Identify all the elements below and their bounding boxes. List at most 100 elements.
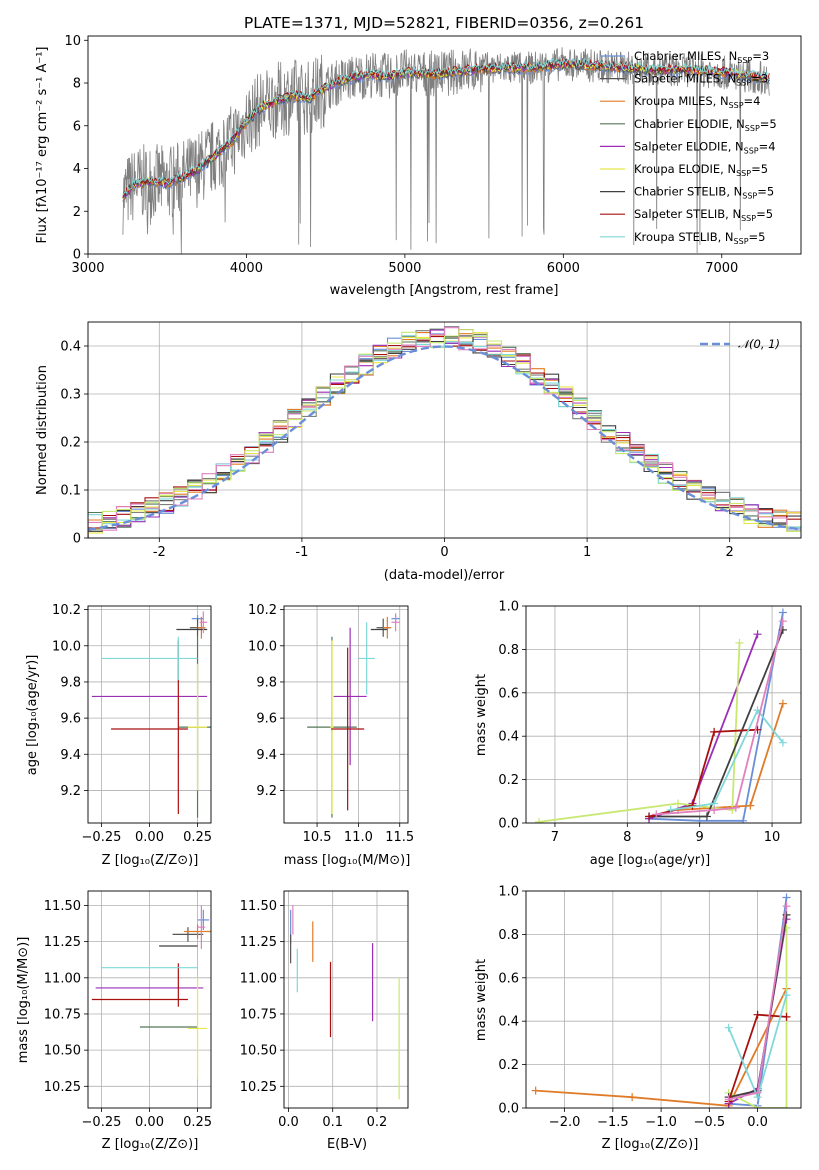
- mass-vs-z-ylabel: mass [log₁₀(M/M⊙)]: [16, 937, 31, 1064]
- y-tick-label: 10.50: [44, 1044, 81, 1059]
- axes-frame: [87, 321, 802, 539]
- legend-label: Chabrier MILES, NSSP=3: [634, 49, 769, 65]
- y-tick-label: 9.4: [60, 748, 81, 763]
- y-tick-label: 0.2: [498, 1058, 519, 1073]
- y-tick-label: 11.00: [44, 971, 81, 986]
- y-tick-label: 10.25: [44, 1080, 81, 1095]
- weight-point: [710, 805, 719, 814]
- weight-point: [731, 803, 740, 812]
- x-tick-label: −0.25: [82, 1115, 122, 1130]
- y-tick-label: 0: [73, 248, 81, 263]
- weight-vs-z-xlabel: Z [log₁₀(Z/Z⊙)]: [602, 1137, 699, 1152]
- weight-point: [778, 608, 787, 617]
- weight-point: [645, 812, 654, 821]
- y-tick-label: 6: [73, 119, 81, 134]
- panel-spectrum: PLATE=1371, MJD=52821, FIBERID=0356, z=0…: [35, 14, 802, 298]
- x-tick-label: 7: [551, 830, 559, 845]
- y-tick-label: 0: [73, 532, 81, 547]
- weight-series-line: [649, 629, 784, 818]
- y-tick-label: 10: [64, 34, 81, 49]
- legend-label: Kroupa ELODIE, NSSP=5: [634, 162, 768, 178]
- y-tick-label: 11.50: [240, 899, 277, 914]
- panel-weight-vs-z: −2.0 −1.5 −1.0 −0.5 0.0 0.0 0.2 0.4 0.6 0.8 1.0 Z …: [474, 885, 802, 1152]
- y-tick-label: 0.3: [60, 388, 81, 403]
- x-tick-label: 0.0: [278, 1115, 299, 1130]
- weight-vs-age-xlabel: age [log₁₀(age/yr)]: [590, 853, 711, 868]
- legend-label: Kroupa MILES, NSSP=4: [634, 94, 760, 110]
- age-vs-mass-xlabel: mass [log₁₀(M/M⊙)]: [284, 853, 411, 868]
- weight-vs-age-ylabel: mass weight: [474, 674, 489, 756]
- y-tick-label: 9.8: [256, 675, 277, 690]
- weight-point: [652, 810, 661, 819]
- y-tick-label: 0.0: [498, 817, 519, 832]
- errorbars: [91, 611, 211, 818]
- age-vs-z-ylabel: age [log₁₀(age/yr)]: [25, 655, 40, 776]
- weight-vs-age-plot: 7 8 9 10 0.0 0.2 0.4 0.6 0.8 1.0: [498, 600, 802, 845]
- residuals-plot: -2 -1 0 1 2 0 0.1 0.2 0.3 0.4 𝒩(0, 1): [60, 321, 802, 560]
- y-tick-label: 2: [73, 205, 81, 220]
- histogram-series: [88, 327, 801, 538]
- histogram-curves: [88, 326, 801, 538]
- weight-point: [778, 738, 787, 747]
- residuals-xlabel: (data-model)/error: [384, 568, 505, 583]
- panel-age-vs-z: −0.25 0.00 0.25 9.2 9.4 9.6 9.8 10.0 10.2 Z [log…: [25, 603, 212, 868]
- y-tick-label: 10.25: [240, 1080, 277, 1095]
- y-tick-label: 9.4: [256, 748, 277, 763]
- x-tick-label: -1: [295, 545, 308, 560]
- y-tick-label: 9.2: [256, 784, 277, 799]
- weight-lines: [535, 608, 787, 823]
- y-tick-label: 11.00: [240, 971, 277, 986]
- x-tick-label: 7000: [705, 261, 738, 276]
- x-tick-label: 0.2: [367, 1115, 388, 1130]
- x-tick-label: 3000: [71, 261, 104, 276]
- legend-label: Kroupa STELIB, NSSP=5: [634, 230, 765, 246]
- x-tick-label: 11.5: [385, 830, 414, 845]
- weight-point: [695, 816, 704, 823]
- x-tick-label: 1: [583, 545, 591, 560]
- observed-spectrum: [122, 47, 770, 254]
- y-tick-label: 9.6: [256, 712, 277, 727]
- errorbars: [307, 613, 400, 818]
- weight-point: [535, 817, 544, 823]
- x-tick-label: −1.0: [645, 1115, 677, 1130]
- x-tick-label: 0.25: [183, 830, 212, 845]
- y-tick-label: 11.50: [44, 899, 81, 914]
- age-vs-z-plot: −0.25 0.00 0.25 9.2 9.4 9.6 9.8 10.0 10.2: [52, 603, 212, 845]
- y-tick-label: 0.1: [60, 484, 81, 499]
- y-tick-label: 9.2: [60, 784, 81, 799]
- x-tick-label: 8: [623, 830, 631, 845]
- y-tick-label: 0.4: [60, 340, 81, 355]
- x-tick-label: 0.0: [747, 1115, 768, 1130]
- weight-point: [782, 910, 791, 919]
- weight-series-line: [656, 620, 784, 816]
- x-tick-label: 11.0: [344, 830, 373, 845]
- mass-vs-z-xlabel: Z [log₁₀(Z/Z⊙)]: [102, 1137, 199, 1152]
- axes-frame: [283, 890, 409, 1109]
- legend-label: Chabrier STELIB, NSSP=5: [634, 185, 774, 201]
- y-tick-label: 9.8: [60, 675, 81, 690]
- y-tick-label: 10.0: [52, 639, 81, 654]
- y-tick-label: 0.0: [498, 1102, 519, 1117]
- weight-lines: [531, 893, 791, 1108]
- y-tick-label: 0.4: [498, 1015, 519, 1030]
- y-tick-label: 11.25: [44, 935, 81, 950]
- legend-label: Salpeter MILES, NSSP=3: [634, 72, 768, 88]
- weight-point: [746, 801, 755, 810]
- weight-point: [531, 1086, 540, 1095]
- x-tick-label: −2.0: [549, 1115, 581, 1130]
- weight-series-line: [648, 633, 759, 820]
- legend-label: Salpeter ELODIE, NSSP=4: [634, 139, 776, 155]
- panel-residuals: -2 -1 0 1 2 0 0.1 0.2 0.3 0.4 𝒩(0, 1) (data-model)…: [35, 321, 802, 583]
- x-tick-label: -2: [153, 545, 166, 560]
- x-tick-label: 4000: [230, 261, 263, 276]
- y-tick-label: 10.75: [240, 1007, 277, 1022]
- model-spectrum: [122, 57, 770, 196]
- x-tick-label: 0: [440, 545, 448, 560]
- x-tick-label: 10.5: [303, 830, 332, 845]
- spectrum-curves: [122, 47, 770, 254]
- x-tick-label: 0.1: [322, 1115, 343, 1130]
- y-tick-label: 10.2: [248, 603, 277, 618]
- panel-mass-vs-z: −0.25 0.00 0.25 10.25 10.50 10.75 11.00 11.25 11…: [16, 890, 212, 1152]
- axes-frame: [87, 890, 212, 1109]
